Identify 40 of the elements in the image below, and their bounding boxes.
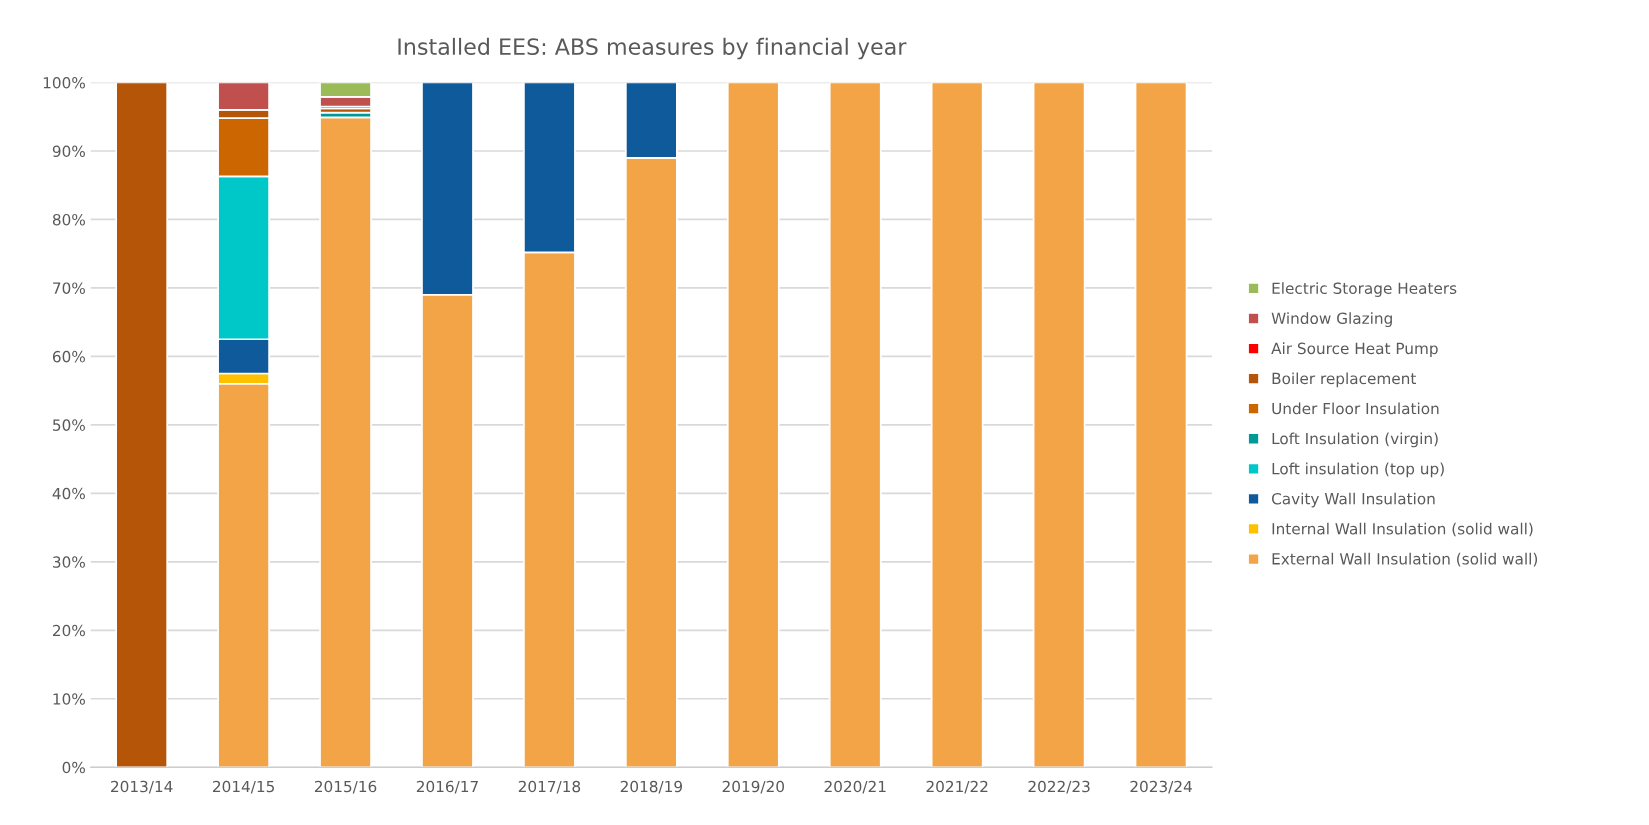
x-tick-label: 2021/22 (926, 780, 988, 794)
y-tick-label: 70% (53, 282, 85, 294)
y-tick-label: 20% (53, 624, 85, 637)
bar (828, 82, 882, 768)
bar (1134, 82, 1188, 768)
y-tick-label: 80% (52, 213, 85, 226)
legend-label: Electric Storage Heaters (1272, 282, 1457, 297)
legend-label: Air Source Heat Pump (1271, 342, 1438, 358)
legend-label: Internal Wall Insulation (solid wall) (1272, 522, 1533, 537)
y-tick-label: 10% (53, 693, 85, 705)
x-tick-label: 2015/16 (314, 780, 377, 794)
x-tick-label: 2022/23 (1028, 780, 1090, 794)
bar (319, 116, 372, 768)
x-tick-label: 2018/19 (620, 780, 683, 794)
bar (930, 82, 984, 768)
y-tick-label: 100% (43, 76, 85, 89)
legend-label: Cavity Wall Insulation (1271, 492, 1435, 508)
x-tick-label: 2013/14 (111, 780, 173, 794)
y-tick-label: 60% (52, 350, 85, 363)
x-tick-label: 2017/18 (518, 780, 581, 794)
bar (115, 82, 168, 768)
y-tick-label: 30% (53, 556, 85, 568)
x-tick-label: 2023/24 (1130, 780, 1192, 794)
x-tick-label: 2019/20 (722, 780, 785, 794)
y-tick-label: 50% (53, 419, 85, 431)
bar (1032, 82, 1086, 768)
x-tick-label: 2020/21 (824, 780, 886, 794)
legend-label: External Wall Insulation (solid wall) (1272, 552, 1538, 567)
y-tick-label: 40% (52, 487, 85, 500)
legend-label: Under Floor Insulation (1272, 402, 1439, 415)
chart-title: Installed EES: ABS measures by financial year (398, 37, 907, 60)
x-tick-label: 2014/15 (212, 780, 274, 794)
legend-label: Boiler replacement (1272, 372, 1416, 388)
x-tick-label: 2016/17 (416, 780, 478, 794)
bar (726, 82, 780, 768)
legend-label: Loft insulation (top up) (1272, 462, 1444, 478)
y-tick-label: 90% (52, 145, 85, 157)
y-tick-label: 0% (62, 761, 85, 774)
legend-label: Window Glazing (1271, 312, 1392, 328)
legend-label: Loft Insulation (virgin) (1272, 432, 1438, 448)
